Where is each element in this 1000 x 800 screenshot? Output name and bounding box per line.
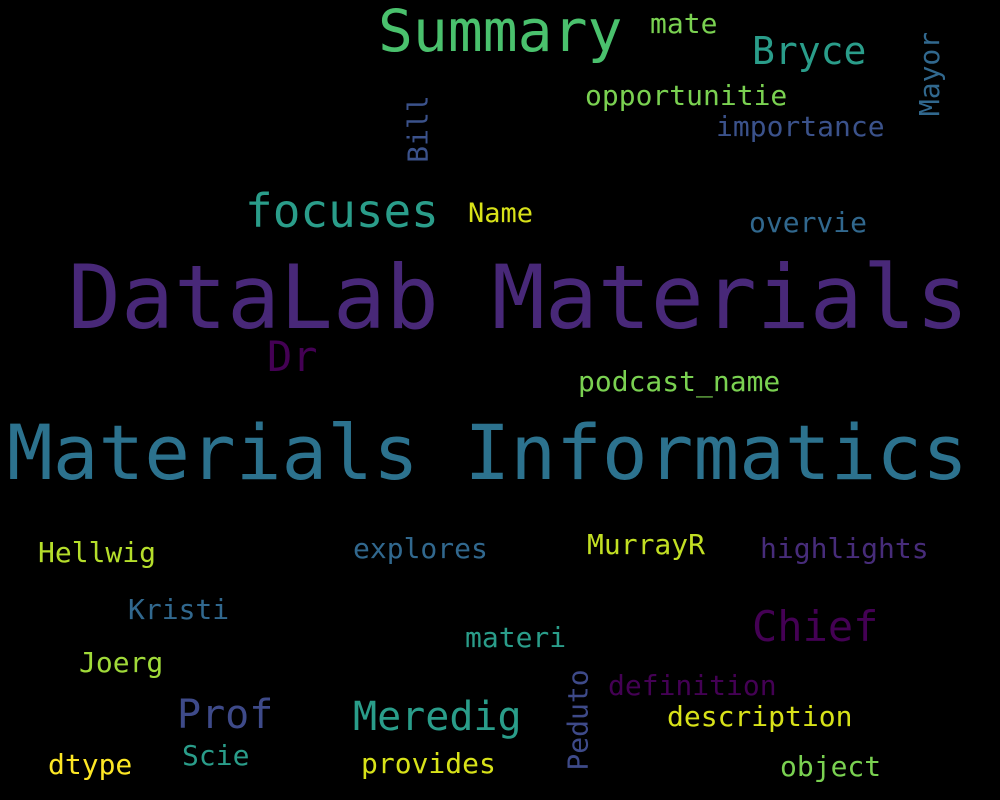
word-kristi: Kristi [128, 593, 230, 626]
word-description: description [667, 700, 853, 733]
word-meredig: Meredig [353, 694, 522, 740]
word-object: object [780, 750, 882, 783]
word-dr: Dr [267, 332, 318, 381]
word-definition: definition [608, 669, 777, 702]
word-explores: explores [353, 532, 488, 565]
word-murrayr: MurrayR [587, 528, 706, 561]
word-mate: mate [650, 7, 718, 40]
word-overvie: overvie [749, 206, 868, 239]
word-materials-informatics: Materials Informatics [7, 408, 968, 497]
word-podcast-name: podcast_name [578, 365, 781, 398]
word-joerg: Joerg [79, 646, 164, 679]
word-hellwig: Hellwig [38, 536, 157, 569]
word-summary: Summary [378, 0, 623, 65]
word-focuses: focuses [245, 184, 439, 238]
word-provides: provides [361, 747, 496, 780]
word-bill: Bill [401, 95, 435, 163]
word-prof: Prof [177, 692, 274, 738]
word-bryce: Bryce [752, 29, 867, 73]
word-name: Name [468, 198, 534, 229]
word-highlights: highlights [760, 532, 929, 565]
word-dtype: dtype [48, 748, 133, 781]
word-importance: importance [716, 110, 885, 143]
word-scie: Scie [182, 739, 250, 772]
word-peduto: Peduto [561, 669, 595, 771]
word-datalab-materials: DataLab Materials [68, 246, 969, 349]
word-materi: materi [465, 621, 567, 654]
word-opportunitie: opportunitie [585, 79, 788, 112]
word-chief: Chief [752, 602, 879, 651]
word-mayor: Mayor [913, 31, 947, 117]
